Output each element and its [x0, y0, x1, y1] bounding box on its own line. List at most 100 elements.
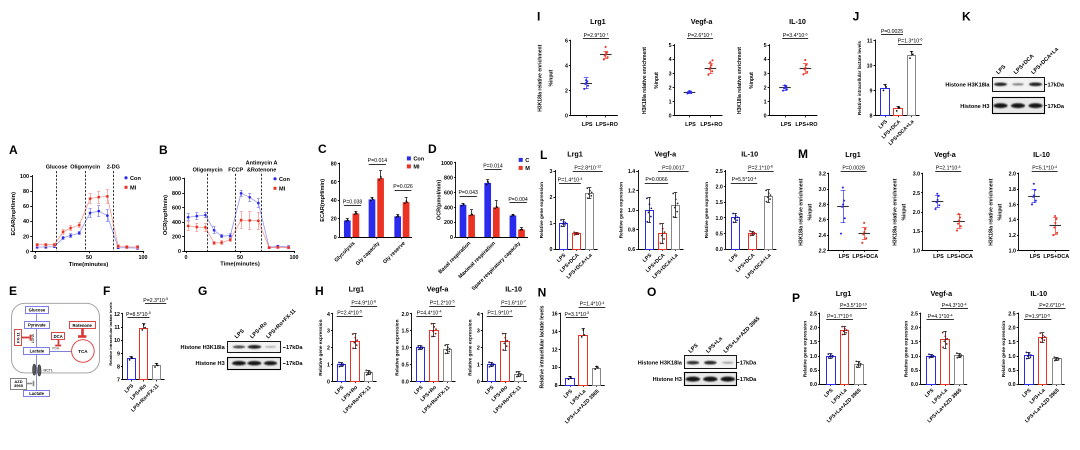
svg-text:8: 8 [117, 365, 120, 371]
svg-text:Vegf-a: Vegf-a [934, 150, 957, 159]
svg-text:2.5: 2.5 [911, 312, 918, 318]
svg-text:P=2.1*10-6: P=2.1*10-6 [748, 165, 773, 172]
svg-text:P=1.4*10-4: P=1.4*10-4 [558, 177, 583, 184]
svg-text:OCR(mpH/min): OCR(mpH/min) [163, 195, 169, 235]
svg-text:P=3.4*10-6: P=3.4*10-6 [783, 32, 808, 39]
svg-text:2: 2 [669, 85, 672, 91]
svg-text:1: 1 [764, 100, 767, 106]
svg-text:H3K18la relative enrichment: H3K18la relative enrichment [798, 178, 804, 245]
svg-text:ECAR(mpH/min): ECAR(mpH/min) [11, 192, 17, 236]
svg-text:5: 5 [669, 43, 672, 49]
svg-text:Time(minutes): Time(minutes) [69, 262, 109, 268]
svg-text:Relative gene expression: Relative gene expression [395, 319, 400, 375]
svg-text:LPS+DCA: LPS+DCA [947, 254, 973, 260]
svg-text:FCCP: FCCP [228, 167, 243, 173]
svg-text:Lrg1: Lrg1 [567, 149, 583, 158]
svg-text:IL-10: IL-10 [505, 285, 522, 294]
svg-text:H3K18la relative enrichment: H3K18la relative enrichment [893, 178, 899, 245]
svg-text:Histone H3K18la: Histone H3K18la [181, 345, 226, 351]
svg-text:Relative gene expression: Relative gene expression [802, 321, 807, 377]
svg-text:LPS+DCA: LPS+DCA [1043, 254, 1069, 260]
svg-text:2.0: 2.0 [716, 185, 723, 191]
svg-text:M: M [798, 147, 808, 161]
svg-text:DCA: DCA [54, 334, 63, 339]
svg-text:P=0.014: P=0.014 [483, 164, 503, 170]
svg-text:H3K18la relative enrichment: H3K18la relative enrichment [642, 47, 648, 114]
svg-text:1000: 1000 [169, 177, 181, 183]
svg-text:C: C [525, 158, 529, 164]
svg-text:Oligomycin: Oligomycin [193, 167, 224, 173]
svg-text:6: 6 [565, 39, 568, 45]
svg-text:12: 12 [552, 347, 558, 353]
svg-text:5: 5 [764, 43, 767, 49]
svg-text:20: 20 [331, 217, 337, 223]
svg-text:Histone H3K18la: Histone H3K18la [945, 82, 990, 88]
svg-text:9: 9 [117, 351, 120, 357]
svg-text:1.0: 1.0 [716, 216, 723, 222]
svg-text:1: 1 [477, 362, 480, 368]
svg-text:1.2: 1.2 [1009, 233, 1016, 239]
svg-text:0: 0 [669, 114, 672, 120]
svg-text:16: 16 [552, 312, 558, 318]
svg-text:9: 9 [870, 89, 873, 95]
svg-text:Lrg1: Lrg1 [349, 285, 365, 294]
svg-text:3: 3 [764, 71, 767, 77]
svg-text:100: 100 [290, 255, 299, 261]
svg-text:FX-11: FX-11 [15, 331, 20, 342]
svg-text:PDH: PDH [52, 346, 60, 350]
svg-text:1.5: 1.5 [810, 340, 817, 346]
svg-text:1.0: 1.0 [810, 354, 817, 360]
svg-text:7: 7 [117, 378, 120, 384]
svg-text:%input: %input [549, 70, 555, 87]
svg-text:2: 2 [327, 346, 330, 352]
svg-text:E: E [9, 284, 17, 298]
svg-text:1: 1 [549, 221, 552, 227]
svg-text:Relative intracellular lactate: Relative intracellular lactate levels [857, 41, 862, 116]
svg-text:AZD: AZD [14, 379, 22, 384]
svg-text:1.8: 1.8 [1009, 187, 1016, 193]
svg-text:D: D [428, 142, 437, 156]
svg-text:P=1.6*10-7: P=1.6*10-7 [501, 300, 526, 307]
svg-text:Con: Con [413, 156, 424, 162]
svg-text:17kDa: 17kDa [1048, 82, 1065, 88]
svg-text:Con: Con [130, 176, 141, 182]
svg-text:Antimycin A: Antimycin A [246, 160, 278, 166]
svg-text:17kDa: 17kDa [740, 377, 757, 383]
svg-text:100: 100 [139, 255, 148, 261]
svg-text:14: 14 [552, 330, 558, 336]
svg-text:40: 40 [331, 198, 337, 204]
svg-text:0.5: 0.5 [911, 368, 918, 374]
svg-text:0.5: 0.5 [402, 362, 409, 368]
svg-text:P=0.0066: P=0.0066 [645, 177, 667, 183]
svg-text:Oligomycin: Oligomycin [70, 165, 101, 171]
svg-text:Relative intracellular lactate: Relative intracellular lactate levels [108, 302, 113, 365]
svg-text:1.5: 1.5 [913, 229, 920, 235]
svg-text:LPS: LPS [839, 254, 850, 260]
svg-text:1.0: 1.0 [1008, 354, 1015, 360]
svg-text:P=1.9*10-4: P=1.9*10-4 [487, 310, 512, 317]
svg-text:3: 3 [327, 329, 330, 335]
svg-text:MI: MI [279, 186, 286, 192]
svg-text:P=1.4*10-4: P=1.4*10-4 [580, 301, 605, 308]
svg-text:J: J [853, 10, 860, 24]
svg-text:10: 10 [552, 365, 558, 371]
svg-text:2.4: 2.4 [819, 233, 826, 239]
svg-text:Con: Con [279, 177, 290, 183]
svg-text:0.5: 0.5 [810, 368, 817, 374]
svg-text:1.6: 1.6 [1009, 202, 1016, 208]
svg-text:0.5: 0.5 [1008, 368, 1015, 374]
svg-text:P=0.0029: P=0.0029 [842, 166, 864, 172]
svg-text:1.5: 1.5 [1008, 340, 1015, 346]
svg-text:11: 11 [114, 325, 120, 331]
svg-text:P=2.3*10-5: P=2.3*10-5 [143, 297, 168, 304]
svg-text:P=2.1*10-4: P=2.1*10-4 [936, 165, 961, 172]
svg-text:17kDa: 17kDa [1048, 104, 1065, 110]
svg-text:2.5: 2.5 [913, 191, 920, 197]
svg-text:11: 11 [867, 38, 873, 44]
svg-text:P=4.1*10-4: P=4.1*10-4 [928, 313, 953, 320]
svg-text:10: 10 [867, 63, 873, 69]
svg-text:0.6: 0.6 [628, 247, 635, 253]
svg-text:1.2: 1.2 [628, 188, 635, 194]
svg-text:%input: %input [654, 72, 660, 89]
svg-text:1.4: 1.4 [1009, 218, 1016, 224]
